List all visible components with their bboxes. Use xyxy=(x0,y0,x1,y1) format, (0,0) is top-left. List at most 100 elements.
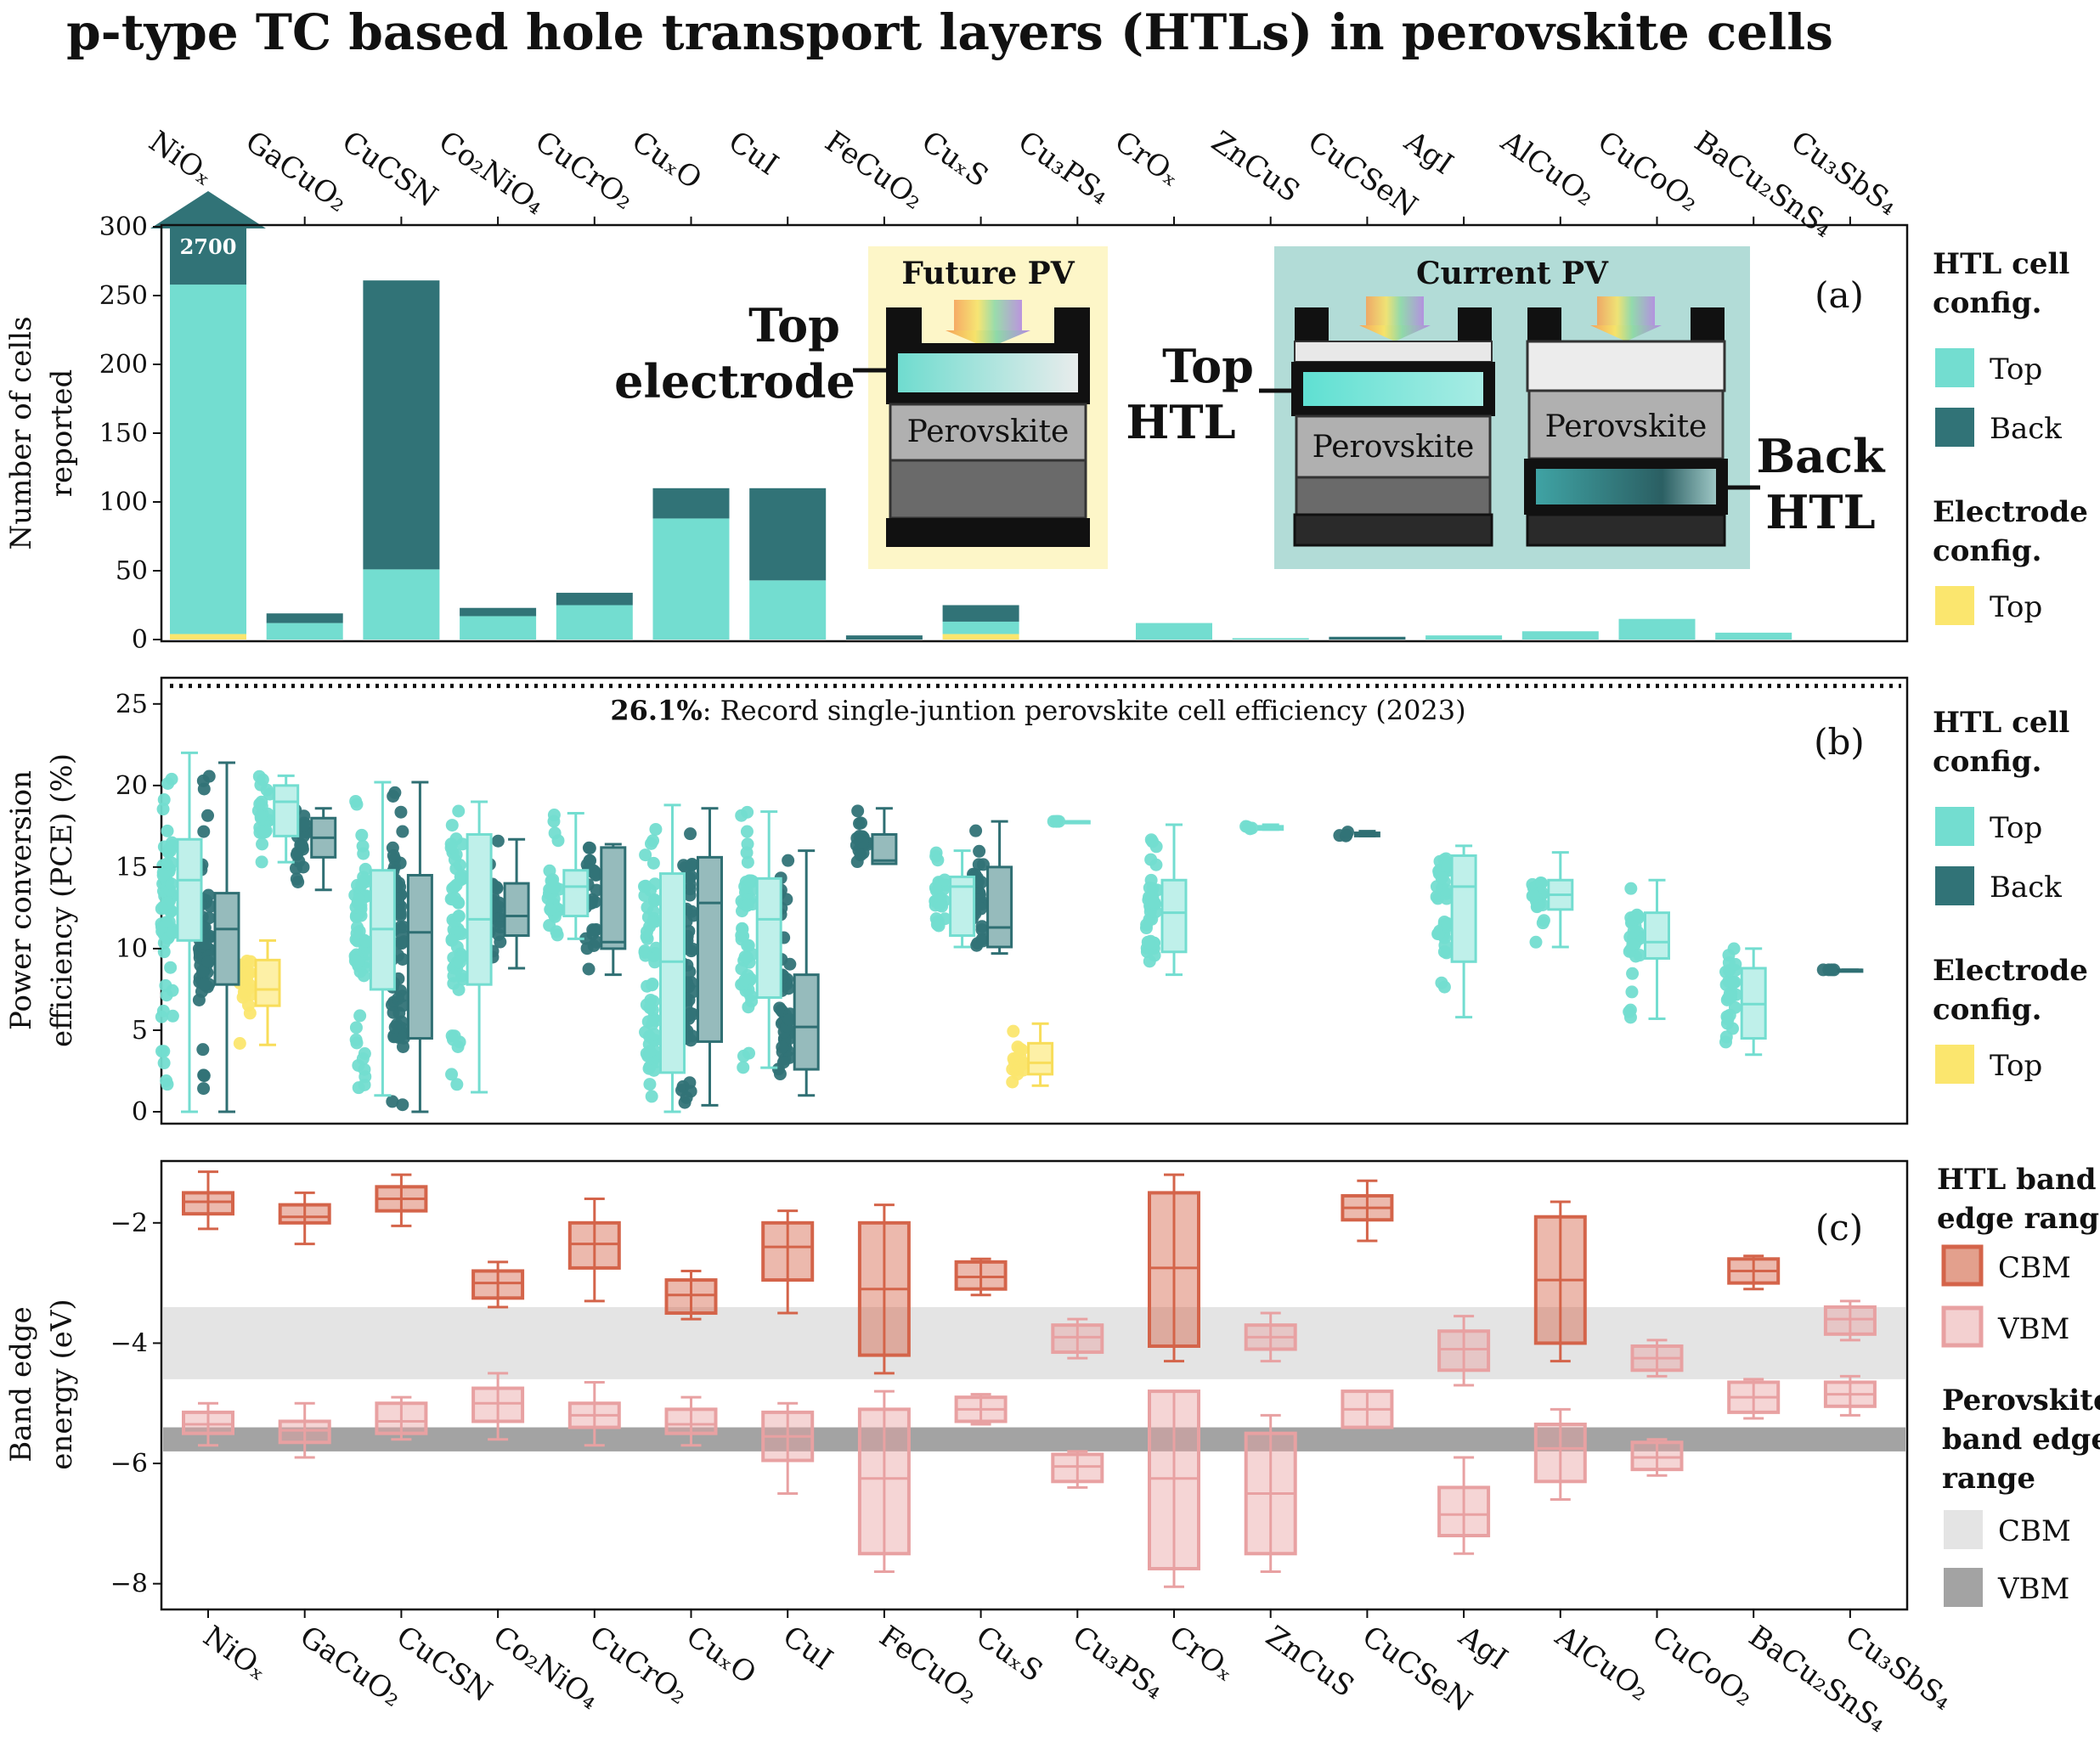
pce-data-point xyxy=(166,1009,179,1023)
pce-data-point xyxy=(745,995,759,1008)
top-htl-bottom-contact xyxy=(1293,513,1493,547)
pce-data-point xyxy=(582,962,596,976)
pce-box xyxy=(986,865,1013,949)
pce-data-point xyxy=(640,925,653,939)
pce-data-point xyxy=(255,855,268,869)
cbm-box xyxy=(1148,1191,1200,1348)
future-perovskite-label: Perovskite xyxy=(907,414,1070,449)
pce-data-point xyxy=(359,934,373,948)
top-htl-left-contact xyxy=(1295,307,1329,341)
vbm-box xyxy=(278,1419,331,1445)
top-category-label: NiOₓ xyxy=(143,125,220,193)
pce-data-point xyxy=(197,1082,211,1096)
legend-c-pero-title-2: band edge xyxy=(1942,1423,2100,1457)
pce-data-point xyxy=(355,828,369,842)
top-htl-sunlight-arrow-icon xyxy=(1359,325,1431,341)
pce-data-point xyxy=(649,822,663,836)
pce-data-point xyxy=(1441,860,1454,873)
pce-data-point xyxy=(155,1010,168,1023)
record-efficiency-annotation: 26.1%: Record single-juntion perovskite … xyxy=(610,695,1465,727)
pce-data-point xyxy=(974,902,988,916)
top-category-label: CuCSN xyxy=(336,125,443,215)
top-htl-transport-layer xyxy=(1295,476,1492,516)
bottom-category-label: CuₓO xyxy=(680,1620,762,1692)
pce-data-point xyxy=(197,782,211,796)
legend-b-back-swatch xyxy=(1935,866,1974,905)
pce-box xyxy=(1160,878,1188,954)
bar-segment xyxy=(749,488,827,581)
panel-b-legend: HTL cell config. Top Back Electrode conf… xyxy=(1933,706,2088,1084)
y-tick-label: 200 xyxy=(99,350,148,380)
pce-data-point xyxy=(350,927,364,940)
pce-data-point xyxy=(741,855,754,869)
vbm-box xyxy=(1148,1389,1200,1570)
panel-a: 2700 Future PV Perovskite Top electrode … xyxy=(4,191,2088,655)
pce-data-point xyxy=(580,942,594,955)
pce-data-point xyxy=(740,825,754,838)
pce-data-point xyxy=(678,1096,692,1109)
pce-data-point xyxy=(290,872,303,886)
pce-data-point xyxy=(550,928,564,942)
panel-b: 26.1%: Record single-juntion perovskite … xyxy=(4,676,2088,1127)
top-category-label: FeCuO₂ xyxy=(819,125,929,217)
pce-data-point xyxy=(543,919,556,933)
top-htl-label-2: HTL xyxy=(1126,395,1235,449)
legend-c-pcbm-swatch xyxy=(1944,1510,1983,1549)
back-htl-sunlight-icon xyxy=(1597,296,1655,325)
pce-box xyxy=(503,882,530,938)
y-tick-label: 10 xyxy=(116,934,148,964)
pce-data-point xyxy=(643,1045,657,1058)
current-pv-label: Current PV xyxy=(1416,256,1609,291)
pce-data-point xyxy=(452,910,466,923)
pce-data-point xyxy=(737,1049,750,1063)
pce-data-point xyxy=(738,950,752,964)
cbm-box xyxy=(182,1191,234,1216)
vbm-box xyxy=(857,1407,911,1556)
cbm-box xyxy=(954,1260,1008,1291)
pce-data-point xyxy=(233,1037,246,1051)
pce-data-point xyxy=(260,783,274,797)
pce-data-point xyxy=(155,902,168,916)
panel-c-y-axis: −2 −4 −6 −8 xyxy=(110,1209,161,1599)
perovskite-cbm-band xyxy=(163,1306,1905,1379)
back-htl-right-contact xyxy=(1691,307,1725,341)
pce-data-point xyxy=(349,1021,363,1034)
legend-b-top-label: Top xyxy=(1990,811,2042,845)
legend-c-vbm-swatch xyxy=(1941,1305,1984,1348)
bottom-category-label: CuI xyxy=(776,1620,838,1677)
y-tick-label: −2 xyxy=(110,1209,148,1238)
bar-segment xyxy=(1425,635,1503,640)
inset-current-pv: Current PV Perovskite Perovskite To xyxy=(1126,246,1886,569)
back-htl-label-2: HTL xyxy=(1765,485,1875,539)
vbm-box xyxy=(1437,1485,1491,1538)
legend-c-pvbm-label: VBM xyxy=(1997,1572,2069,1606)
bar-segment xyxy=(1329,636,1406,640)
pce-data-point xyxy=(357,969,370,983)
bottom-category-label: CuₓS xyxy=(969,1620,1048,1689)
pce-data-point xyxy=(1140,918,1154,932)
pce-data-point xyxy=(782,1013,796,1027)
panel-a-y-axis: 0 50 100 150 200 250 300 xyxy=(99,212,161,655)
vbm-box xyxy=(1051,1452,1104,1484)
top-category-label: CrOₓ xyxy=(1109,125,1187,194)
vbm-box xyxy=(1437,1329,1491,1373)
pce-data-point xyxy=(446,893,460,906)
pce-data-point xyxy=(197,825,211,838)
future-top-electrode-layer xyxy=(898,353,1078,392)
pce-data-point xyxy=(646,856,660,870)
pce-data-point xyxy=(1435,976,1448,989)
pce-box xyxy=(254,958,281,1007)
pce-box xyxy=(273,784,300,837)
pce-data-point xyxy=(1626,967,1640,980)
legend-a-elec-title-1: Electrode xyxy=(1933,495,2088,529)
legend-c-cbm-swatch xyxy=(1941,1244,1984,1287)
cbm-box xyxy=(471,1269,525,1300)
top-htl-sunlight-icon xyxy=(1366,296,1424,325)
back-htl-electrode-layer xyxy=(1526,340,1726,392)
top-electrode-label-1: Top xyxy=(748,298,840,352)
pce-data-point xyxy=(1623,1011,1637,1024)
vbm-box xyxy=(1630,1440,1684,1472)
pce-data-point xyxy=(445,1068,459,1081)
overflow-bar-icon xyxy=(170,227,246,285)
